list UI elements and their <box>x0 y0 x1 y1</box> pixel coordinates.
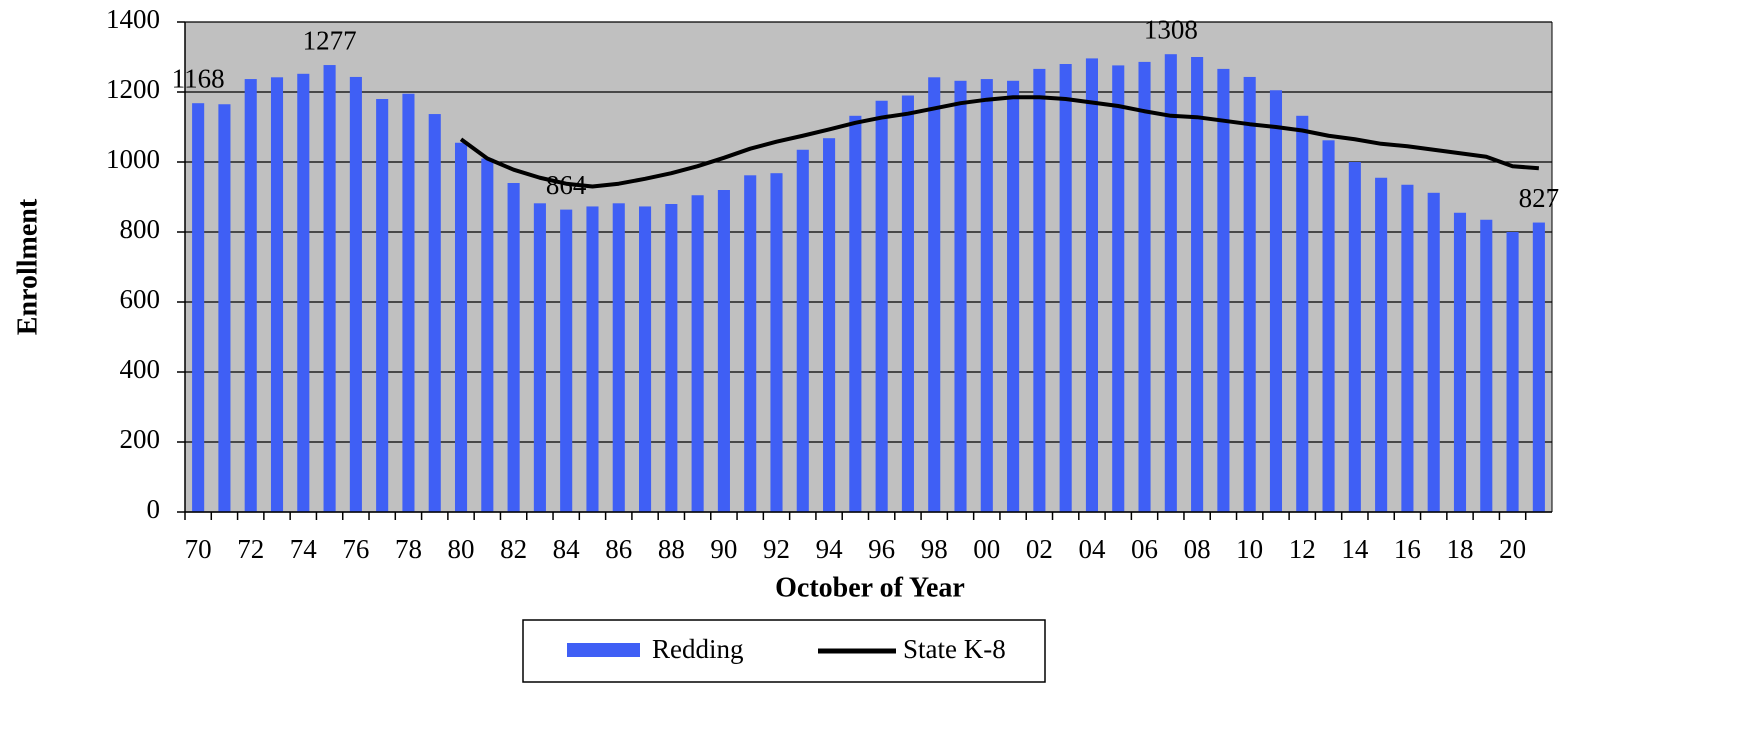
bar <box>770 173 783 512</box>
bar <box>1059 64 1072 512</box>
x-tick-label: 10 <box>1236 534 1263 564</box>
bar <box>954 80 967 513</box>
bar <box>1217 68 1230 513</box>
bar <box>1138 61 1151 513</box>
x-tick-label: 96 <box>868 534 895 564</box>
data-label: 1277 <box>303 25 357 55</box>
y-tick-label: 400 <box>120 354 161 384</box>
bar <box>1322 140 1335 513</box>
y-tick-label: 200 <box>120 424 161 454</box>
bar <box>481 158 494 512</box>
bar <box>849 115 862 513</box>
x-tick-label: 82 <box>500 534 527 564</box>
x-axis-title: October of Year <box>775 572 965 603</box>
x-tick-label: 16 <box>1394 534 1421 564</box>
y-tick-label: 1400 <box>106 4 160 34</box>
x-tick-label: 92 <box>763 534 790 564</box>
bar <box>875 100 888 512</box>
x-tick-label: 18 <box>1446 534 1473 564</box>
bar <box>349 76 362 512</box>
bar <box>270 77 284 513</box>
bar <box>823 138 836 512</box>
y-axis-title: Enrollment <box>12 198 43 335</box>
bar <box>796 149 809 512</box>
x-tick-label: 98 <box>921 534 948 564</box>
legend-label: State K-8 <box>903 634 1006 664</box>
x-tick-label: 86 <box>605 534 632 564</box>
bar <box>454 142 468 512</box>
plot-area <box>185 22 1552 512</box>
bar <box>218 104 231 512</box>
bar <box>533 203 546 513</box>
y-tick-label: 800 <box>120 214 161 244</box>
bar <box>1532 222 1545 513</box>
x-tick-label: 06 <box>1131 534 1158 564</box>
line <box>459 95 1540 189</box>
bar <box>1033 68 1046 513</box>
bar <box>1453 212 1467 512</box>
bar <box>376 99 389 512</box>
data-label: 1168 <box>172 63 225 93</box>
bar <box>297 73 310 513</box>
bar <box>665 204 678 512</box>
bar <box>1296 115 1309 513</box>
x-tick-label: 00 <box>973 534 1000 564</box>
bar <box>1401 184 1414 512</box>
x-tick-label: 78 <box>395 534 422 564</box>
x-tick-label: 80 <box>448 534 475 564</box>
x-tick-label: 88 <box>658 534 685 564</box>
data-label: 827 <box>1519 183 1560 213</box>
x-tick-label: 70 <box>185 534 212 564</box>
bar <box>928 77 941 513</box>
bar <box>1480 219 1493 512</box>
bar <box>560 209 573 512</box>
bar <box>1348 162 1361 512</box>
x-tick-label: 90 <box>710 534 737 564</box>
x-tick-label: 74 <box>290 534 318 564</box>
bar <box>586 206 599 512</box>
y-tick-label: 1200 <box>106 74 160 104</box>
bar <box>244 79 257 513</box>
bar <box>1506 232 1519 512</box>
bar <box>323 65 336 513</box>
bar <box>639 206 652 512</box>
data-label: 1308 <box>1144 14 1198 44</box>
bar <box>1269 90 1283 512</box>
x-tick-label: 76 <box>342 534 369 564</box>
bar <box>717 190 730 512</box>
x-tick-label: 72 <box>237 534 264 564</box>
x-tick-label: 08 <box>1184 534 1211 564</box>
x-tick-label: 84 <box>553 534 581 564</box>
legend-swatch <box>567 643 640 657</box>
bar <box>1164 54 1177 512</box>
bar <box>744 175 757 513</box>
bar <box>691 195 704 512</box>
bar <box>192 103 205 512</box>
y-tick-label: 1000 <box>106 144 160 174</box>
bar <box>901 95 914 512</box>
bar <box>1112 65 1125 513</box>
bar <box>1191 57 1204 512</box>
x-tick-label: 02 <box>1026 534 1053 564</box>
bar <box>1243 76 1256 512</box>
y-tick-label: 600 <box>120 284 161 314</box>
bar <box>1375 177 1388 512</box>
x-tick-label: 14 <box>1341 534 1369 564</box>
bar <box>1085 58 1098 513</box>
legend-label: Redding <box>652 634 744 664</box>
bar <box>507 183 520 512</box>
y-tick-label: 0 <box>147 494 161 524</box>
bar <box>612 203 625 513</box>
bar <box>980 79 993 513</box>
bar <box>1427 192 1440 513</box>
bar <box>428 114 441 513</box>
bar <box>402 93 415 512</box>
x-tick-label: 04 <box>1078 534 1106 564</box>
x-tick-label: 12 <box>1289 534 1316 564</box>
bar <box>1007 80 1020 513</box>
x-tick-label: 20 <box>1499 534 1526 564</box>
x-tick-label: 94 <box>816 534 844 564</box>
